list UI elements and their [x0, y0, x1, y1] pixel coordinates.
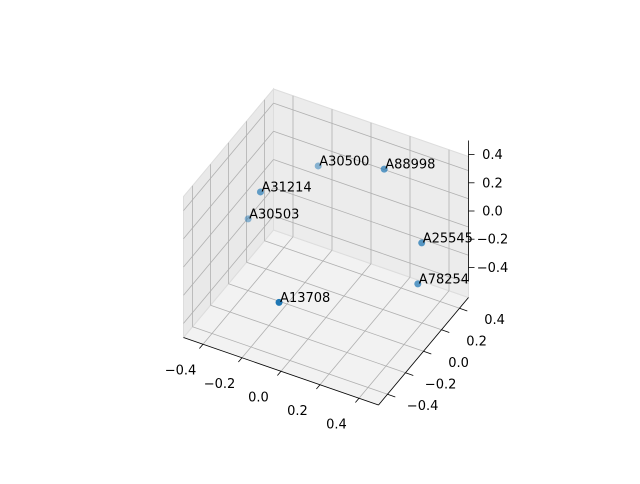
x-tick-label: −0.2 — [204, 377, 236, 392]
z-tick-label: 0.2 — [482, 176, 503, 191]
tick-mark — [405, 372, 414, 376]
tick-mark — [355, 397, 360, 403]
point-label: A31214 — [261, 180, 311, 195]
x-tick-label: 0.0 — [248, 391, 269, 406]
grid-line — [183, 187, 274, 296]
grid-line — [192, 326, 388, 395]
x-tick-label: 0.2 — [287, 404, 308, 419]
x-tick-label: −0.4 — [165, 364, 197, 379]
point-label: A25545 — [423, 231, 473, 246]
grid-line — [183, 215, 274, 324]
tick-mark — [387, 393, 396, 398]
z-tick-label: −0.2 — [477, 233, 509, 248]
point — [256, 188, 264, 196]
tick-mark — [441, 329, 450, 333]
tick-mark — [277, 370, 282, 376]
x-axis — [183, 337, 379, 406]
point — [314, 162, 322, 170]
tick-mark — [199, 343, 204, 349]
y-axis — [378, 297, 469, 406]
y-tick-label: −0.4 — [407, 399, 439, 414]
grid-line — [273, 159, 469, 228]
y-tick-label: 0.0 — [448, 356, 469, 371]
grid-line — [228, 283, 424, 352]
point — [244, 215, 252, 223]
tick-mark — [238, 357, 243, 363]
tick-mark — [423, 350, 432, 355]
tick-mark — [459, 307, 468, 312]
y-tick-label: 0.4 — [484, 313, 505, 328]
point — [418, 239, 426, 247]
grid-line — [246, 261, 442, 331]
point — [414, 280, 422, 288]
tick-mark — [316, 384, 321, 390]
point — [275, 298, 283, 306]
grid-line — [183, 159, 274, 268]
point-label: A78254 — [419, 272, 469, 287]
point — [380, 165, 388, 173]
point-label: A88998 — [385, 158, 435, 173]
grid-line — [273, 187, 469, 256]
z-tick-label: 0.4 — [482, 148, 503, 163]
point-label: A30503 — [249, 207, 299, 222]
x-tick-label: 0.4 — [326, 418, 347, 433]
grid-line — [183, 131, 274, 240]
grid-line — [273, 215, 469, 284]
grid-line — [264, 240, 460, 309]
z-tick-label: 0.0 — [482, 205, 503, 220]
point-label: A30500 — [319, 154, 369, 169]
z-tick-label: −0.4 — [477, 261, 509, 276]
grid-line — [210, 304, 406, 374]
y-tick-label: −0.2 — [425, 377, 457, 392]
grid-line — [273, 130, 469, 200]
grid-line — [273, 102, 469, 171]
grid-line — [183, 102, 274, 211]
y-tick-label: 0.2 — [466, 334, 487, 349]
point-label: A13708 — [280, 291, 330, 306]
